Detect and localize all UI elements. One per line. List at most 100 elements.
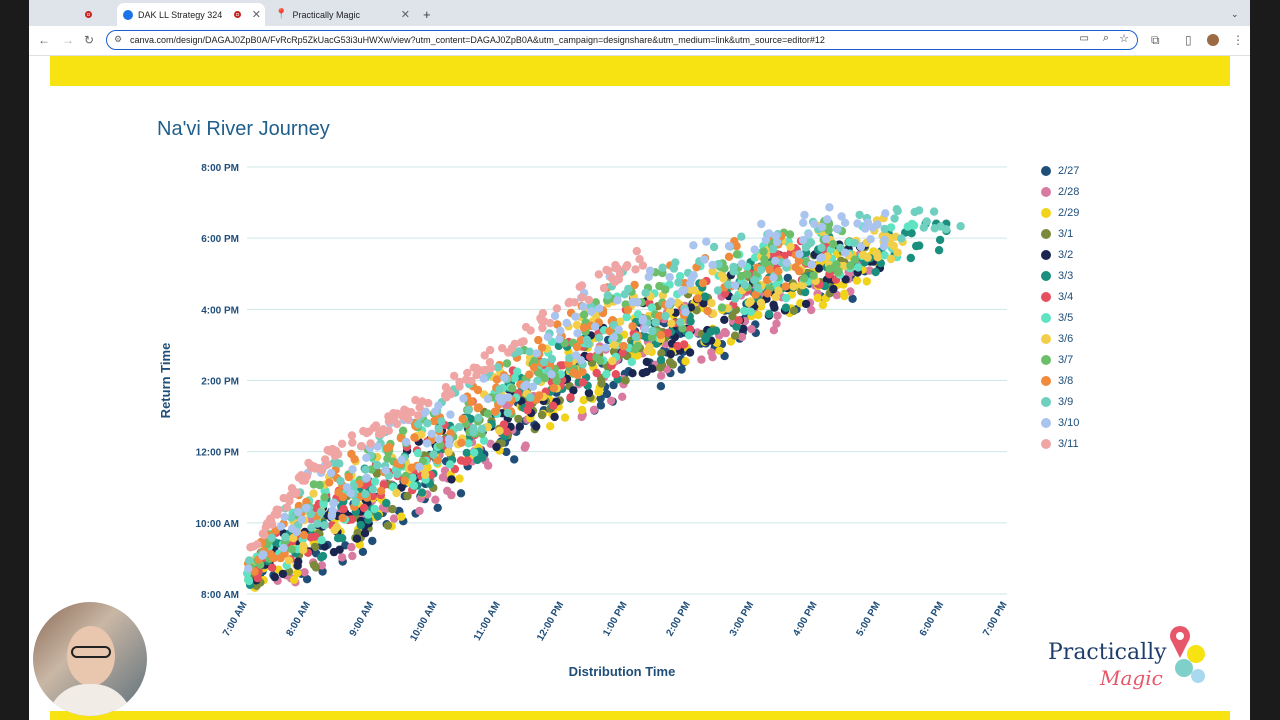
data-point-3-5	[903, 222, 912, 231]
data-point-3-7	[825, 264, 834, 274]
data-point-3-11	[450, 371, 459, 381]
data-point-3-8	[457, 438, 466, 447]
address-bar[interactable]: ⚙ canva.com/design/DAGAJ0ZpB0A/FvRcRp5Zk…	[106, 30, 1138, 50]
data-point-3-11	[366, 439, 375, 448]
data-point-3-3	[764, 309, 774, 319]
profile-avatar[interactable]	[1207, 34, 1219, 46]
legend-marker	[1041, 396, 1051, 407]
data-point-3-9	[641, 288, 650, 297]
reload-icon[interactable]: ↻	[84, 33, 95, 47]
data-point-3-11	[369, 423, 378, 432]
bookmark-star-icon[interactable]: ☆	[1119, 33, 1129, 45]
data-point-3-5	[409, 481, 419, 490]
data-point-3-9	[897, 234, 906, 243]
zoom-icon[interactable]: ⌕	[1102, 32, 1109, 44]
legend-item: 2/28	[1041, 181, 1079, 202]
data-point-3-5	[479, 436, 489, 445]
data-point-3-10	[771, 256, 780, 265]
data-point-3-7	[287, 545, 296, 554]
tab-search-chevron-icon[interactable]: ⌄	[1231, 9, 1239, 19]
new-tab-button[interactable]: +	[423, 7, 431, 22]
data-point-3-8	[569, 368, 578, 377]
legend-label: 3/11	[1058, 437, 1079, 450]
y-tick-label: 6:00 PM	[201, 234, 239, 245]
x-tick-label: 8:00 AM	[284, 600, 313, 638]
legend-item: 3/3	[1041, 265, 1079, 286]
data-point-2-28	[337, 553, 347, 562]
data-point-3-10	[346, 489, 355, 498]
data-point-3-11	[526, 326, 535, 335]
data-point-3-7	[502, 359, 512, 368]
data-point-3-9	[753, 283, 762, 292]
data-point-3-11	[325, 447, 335, 456]
data-point-3-5	[627, 357, 636, 367]
data-point-3-1	[597, 379, 606, 388]
data-point-3-10	[700, 255, 709, 264]
map-pin-icon: 📍	[275, 9, 288, 20]
data-point-3-9	[307, 523, 316, 532]
data-point-3-3	[871, 267, 880, 277]
data-point-2-27	[456, 489, 466, 498]
data-point-3-10	[497, 397, 506, 406]
data-point-3-10	[880, 235, 889, 245]
data-point-3-9	[658, 263, 667, 272]
data-point-3-4	[523, 406, 532, 415]
extensions-icon[interactable]: ⧉	[1151, 33, 1160, 47]
back-icon[interactable]: ←	[38, 33, 50, 47]
data-point-3-8	[490, 407, 500, 416]
menu-kebab-icon[interactable]: ⋮	[1232, 33, 1244, 47]
data-point-3-6	[744, 298, 754, 308]
data-point-3-9	[850, 238, 859, 248]
data-point-3-10	[402, 437, 411, 447]
data-point-3-3	[382, 498, 391, 508]
legend-item: 3/1	[1041, 223, 1079, 244]
close-tab-icon[interactable]: ✕	[400, 9, 410, 21]
data-point-2-29	[818, 300, 828, 310]
data-point-3-8	[549, 383, 558, 393]
legend-label: 3/6	[1058, 332, 1074, 345]
data-point-3-9	[525, 347, 534, 356]
data-point-3-10	[459, 394, 468, 403]
tab-dak-ll-strategy[interactable]: DAK LL Strategy 324 ✕	[117, 3, 265, 26]
data-point-3-10	[840, 218, 850, 227]
data-point-3-9	[620, 290, 629, 299]
data-point-3-10	[576, 356, 586, 365]
camera-icon[interactable]: ▭	[1079, 33, 1089, 44]
data-point-3-9	[757, 265, 766, 274]
data-point-3-9	[919, 223, 928, 232]
data-point-3-6	[610, 340, 619, 349]
data-point-3-9	[361, 465, 370, 474]
data-point-3-4	[578, 378, 588, 387]
data-point-3-10	[244, 564, 253, 573]
data-point-3-10	[795, 250, 804, 259]
data-point-2-27	[358, 547, 368, 556]
data-point-3-9	[477, 424, 487, 434]
data-point-3-10	[771, 231, 780, 240]
data-point-2-28	[697, 355, 706, 364]
tab-recording[interactable]	[85, 3, 115, 26]
data-point-2-29	[715, 346, 724, 355]
data-point-3-6	[771, 292, 780, 302]
data-point-3-5	[675, 272, 685, 281]
data-point-3-11	[577, 281, 587, 290]
legend-item: 2/29	[1041, 202, 1079, 223]
tab-practically-magic[interactable]: 📍 Practically Magic ✕	[269, 3, 414, 26]
data-point-3-9	[423, 419, 432, 428]
data-point-3-10	[881, 209, 890, 218]
data-point-3-10	[528, 382, 538, 391]
data-point-3-9	[313, 519, 322, 528]
forward-icon[interactable]: →	[62, 33, 74, 47]
site-info-icon[interactable]: ⚙	[114, 34, 123, 44]
data-point-3-9	[349, 482, 359, 491]
close-tab-icon[interactable]: ✕	[251, 9, 261, 21]
data-point-3-10	[782, 258, 791, 267]
data-point-3-11	[357, 442, 366, 451]
data-point-3-10	[666, 297, 676, 306]
data-point-3-10	[645, 266, 655, 275]
data-point-2-28	[447, 490, 456, 500]
data-point-3-10	[601, 343, 610, 352]
data-point-3-8	[473, 404, 482, 413]
data-point-3-4	[339, 504, 348, 514]
side-panel-icon[interactable]: ▯	[1185, 33, 1192, 47]
data-point-3-3	[907, 229, 916, 238]
